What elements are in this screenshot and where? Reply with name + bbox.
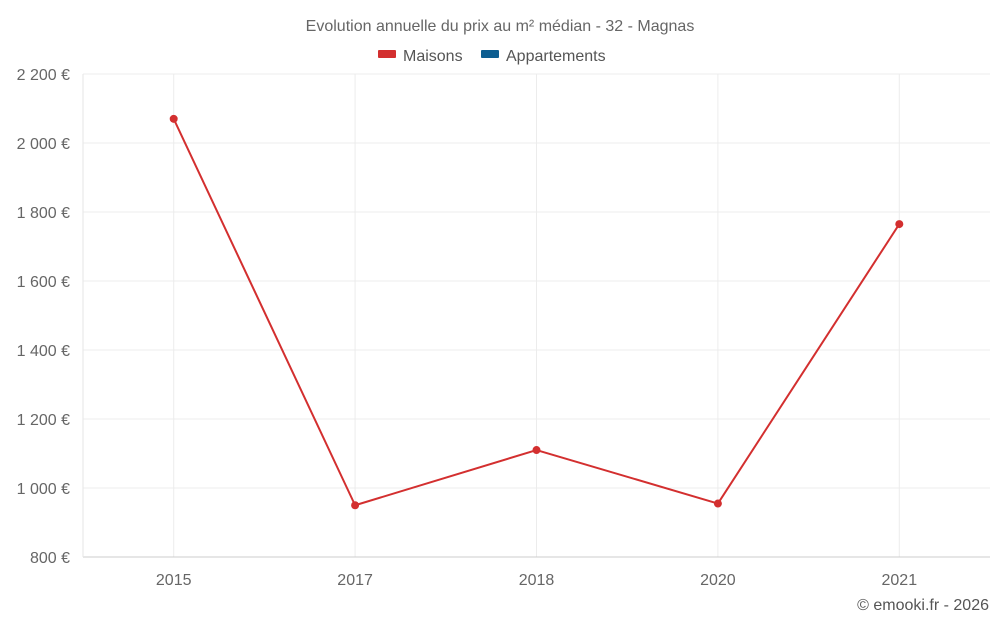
legend-label-maisons: Maisons xyxy=(403,48,463,65)
legend-label-appartements: Appartements xyxy=(506,48,606,65)
data-point-maisons xyxy=(895,220,904,229)
series xyxy=(169,114,904,510)
y-tick-label: 1 400 € xyxy=(17,343,70,360)
x-tick-label: 2021 xyxy=(882,572,918,589)
data-point-maisons xyxy=(532,446,541,455)
y-tick-label: 1 800 € xyxy=(17,205,70,222)
y-tick-label: 1 000 € xyxy=(17,481,70,498)
x-tick-label: 2018 xyxy=(519,572,555,589)
y-tick-label: 1 600 € xyxy=(17,274,70,291)
y-tick-label: 1 200 € xyxy=(17,412,70,429)
x-tick-label: 2015 xyxy=(156,572,192,589)
data-point-maisons xyxy=(351,501,360,510)
legend: Maisons Appartements xyxy=(378,48,606,65)
y-tick-label: 2 000 € xyxy=(17,136,70,153)
data-point-maisons xyxy=(713,499,722,508)
legend-item-appartements[interactable]: Appartements xyxy=(481,48,606,65)
x-tick-label: 2017 xyxy=(337,572,373,589)
credit-text: © emooki.fr - 2026 xyxy=(857,597,989,614)
chart-title: Evolution annuelle du prix au m² médian … xyxy=(306,18,695,35)
axes: 800 € 1 000 € 1 200 € 1 400 € 1 600 € 1 800 €… xyxy=(17,67,990,589)
gridlines xyxy=(83,73,990,557)
x-tick-label: 2020 xyxy=(700,572,736,589)
legend-swatch-maisons xyxy=(378,50,396,58)
data-point-maisons xyxy=(169,114,178,123)
y-tick-label: 2 200 € xyxy=(17,67,70,84)
legend-item-maisons[interactable]: Maisons xyxy=(378,48,463,65)
y-tick-label: 800 € xyxy=(30,550,70,567)
legend-swatch-appartements xyxy=(481,50,499,58)
